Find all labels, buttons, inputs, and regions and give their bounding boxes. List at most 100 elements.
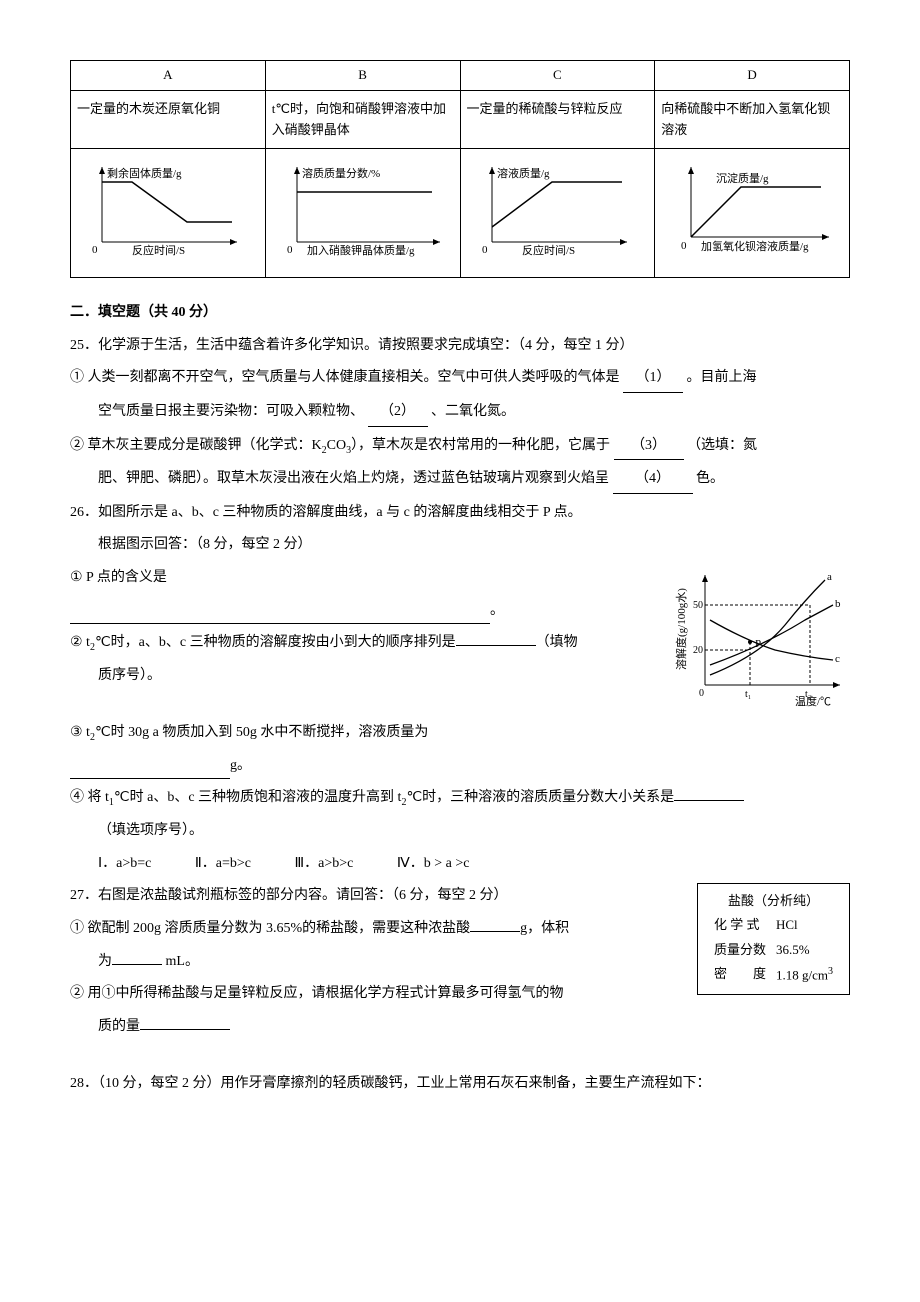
svg-text:温度/℃: 温度/℃ xyxy=(795,694,831,708)
blank-q26-3 xyxy=(70,764,230,779)
chart-a-svg: 剩余固体质量/g 0 反应时间/S xyxy=(77,157,247,262)
q25-1-text-c: 空气质量日报主要污染物：可吸入颗粒物、 xyxy=(98,404,364,419)
svg-text:反应时间/S: 反应时间/S xyxy=(522,243,575,257)
q26-3a: ③ t xyxy=(70,725,90,740)
q25-2: ② 草木灰主要成分是碳酸钾（化学式：K2CO3），草木灰是农村常用的一种化肥，它… xyxy=(70,433,850,461)
desc-d: 向稀硫酸中不断加入氢氧化钡溶液 xyxy=(655,90,850,149)
q26-4b: ℃时 a、b、c 三种物质饱和溶液的温度升高到 t xyxy=(114,790,402,805)
q26-options: Ⅰ．a>b=c Ⅱ．a=b>c Ⅲ．a>b>c Ⅳ．b > a >c xyxy=(70,851,850,878)
svg-text:溶质质量分数/%: 溶质质量分数/% xyxy=(302,166,380,180)
q26-3b: ℃时 30g a 物质加入到 50g 水中不断搅拌，溶液质量为 xyxy=(95,725,428,740)
q26-2a: ② t xyxy=(70,635,90,650)
q25-2-text-a: ② 草木灰主要成分是碳酸钾（化学式：K xyxy=(70,438,322,453)
q25-stem: 25．化学源于生活，生活中蕴含着许多化学知识。请按照要求完成填空：（4 分，每空… xyxy=(70,333,850,360)
blank-2: （2） xyxy=(368,399,428,427)
svg-text:b: b xyxy=(835,598,841,610)
blank-4: （4） xyxy=(613,466,693,494)
q27-1c: 为 xyxy=(98,954,112,969)
desc-b: t℃时，向饱和硝酸钾溶液中加入硝酸钾晶体 xyxy=(265,90,460,149)
col-head-a: A xyxy=(71,61,266,91)
svg-text:反应时间/S: 反应时间/S xyxy=(132,243,185,257)
svg-text:P: P xyxy=(755,638,761,650)
chart-b-svg: 溶质质量分数/% 0 加入硝酸钾晶体质量/g xyxy=(272,157,452,262)
q25-1-text-b: 。目前上海 xyxy=(687,370,757,385)
q26-3-blank: g。 xyxy=(70,753,850,780)
svg-text:c: c xyxy=(835,653,840,665)
q26-4a: ④ 将 t xyxy=(70,790,109,805)
q26-3c: g。 xyxy=(230,758,251,773)
blank-3: （3） xyxy=(614,433,684,461)
blank-q27-2 xyxy=(140,1029,230,1030)
q25-1-line2: 空气质量日报主要污染物：可吸入颗粒物、 （2） 、二氧化氮。 xyxy=(70,399,850,427)
q25-2-text-a2: CO xyxy=(327,438,346,453)
col-head-d: D xyxy=(655,61,850,91)
blank-q27-1a xyxy=(470,931,520,932)
svg-text:0: 0 xyxy=(482,244,488,256)
svg-text:0: 0 xyxy=(92,244,98,256)
q27-1b: g，体积 xyxy=(520,921,569,936)
box-r1k: 化 学 式 xyxy=(710,914,770,936)
q26-2c: （填物 xyxy=(536,635,578,650)
col-head-b: B xyxy=(265,61,460,91)
svg-text:a: a xyxy=(827,571,832,583)
q26-2b: ℃时，a、b、c 三种物质的溶解度按由小到大的顺序排列是 xyxy=(95,635,456,650)
q26-stem2: 根据图示回答：（8 分，每空 2 分） xyxy=(70,532,850,559)
q27-1a: ① 欲配制 200g 溶质质量分数为 3.65%的稀盐酸，需要这种浓盐酸 xyxy=(70,921,470,936)
svg-text:0: 0 xyxy=(681,240,687,252)
svg-text:20: 20 xyxy=(693,645,703,656)
blank-q26-4 xyxy=(674,800,744,801)
chart-a: 剩余固体质量/g 0 反应时间/S xyxy=(71,149,266,278)
box-r1v: HCl xyxy=(772,914,837,936)
opt-2: Ⅱ．a=b>c xyxy=(195,851,251,878)
options-table: A B C D 一定量的木炭还原氧化铜 t℃时，向饱和硝酸钾溶液中加入硝酸钾晶体… xyxy=(70,60,850,278)
chart-b: 溶质质量分数/% 0 加入硝酸钾晶体质量/g xyxy=(265,149,460,278)
blank-line xyxy=(70,609,490,624)
svg-text:沉淀质量/g: 沉淀质量/g xyxy=(716,171,769,185)
svg-text:加入硝酸钾晶体质量/g: 加入硝酸钾晶体质量/g xyxy=(307,243,415,257)
solubility-chart: P 50 20 0 t₁ t₂ 温度/℃ 溶解度(g/100g水) a b c xyxy=(675,565,850,710)
blank-q27-1b xyxy=(112,964,162,965)
box-table: 化 学 式HCl 质量分数36.5% 密 度1.18 g/cm3 xyxy=(708,912,839,988)
chart-d: 沉淀质量/g 0 加氢氧化钡溶液质量/g xyxy=(655,149,850,278)
q25-2-text-a4: （选填：氮 xyxy=(687,438,757,453)
blank-1: （1） xyxy=(623,365,683,393)
box-r2k: 质量分数 xyxy=(710,939,770,961)
q25-1-text-d: 、二氧化氮。 xyxy=(431,404,515,419)
opt-1: Ⅰ．a>b=c xyxy=(98,851,151,878)
q26-4: ④ 将 t1℃时 a、b、c 三种物质饱和溶液的温度升高到 t2℃时，三种溶液的… xyxy=(70,785,850,812)
blank-q26-2 xyxy=(456,645,536,646)
q25-2-text-a3: ），草木灰是农村常用的一种化肥，它属于 xyxy=(351,438,610,453)
q26-3: ③ t2℃时 30g a 物质加入到 50g 水中不断搅拌，溶液质量为 xyxy=(70,720,850,747)
q25-1: ① 人类一刻都离不开空气，空气质量与人体健康直接相关。空气中可供人类呼吸的气体是… xyxy=(70,365,850,393)
desc-c: 一定量的稀硫酸与锌粒反应 xyxy=(460,90,655,149)
svg-text:0: 0 xyxy=(287,244,293,256)
q27-2b: 质的量 xyxy=(98,1019,140,1034)
svg-text:0: 0 xyxy=(699,688,704,699)
svg-text:t₁: t₁ xyxy=(745,689,751,700)
opt-4: Ⅳ．b > a >c xyxy=(397,851,470,878)
opt-3: Ⅲ．a>b>c xyxy=(294,851,353,878)
chart-c: 溶液质量/g 0 反应时间/S xyxy=(460,149,655,278)
q28: 28．（10 分，每空 2 分）用作牙膏摩擦剂的轻质碳酸钙，工业上常用石灰石来制… xyxy=(70,1071,850,1098)
box-r3v: 1.18 g/cm3 xyxy=(772,963,837,986)
chart-c-svg: 溶液质量/g 0 反应时间/S xyxy=(467,157,637,262)
desc-a: 一定量的木炭还原氧化铜 xyxy=(71,90,266,149)
svg-text:加氢氧化钡溶液质量/g: 加氢氧化钡溶液质量/g xyxy=(701,239,809,253)
svg-text:50: 50 xyxy=(693,600,703,611)
svg-text:剩余固体质量/g: 剩余固体质量/g xyxy=(107,166,182,180)
q27-1d: mL。 xyxy=(162,954,199,969)
chart-d-svg: 沉淀质量/g 0 加氢氧化钡溶液质量/g xyxy=(661,157,841,262)
hcl-label-box: 盐酸（分析纯） 化 学 式HCl 质量分数36.5% 密 度1.18 g/cm3 xyxy=(697,883,850,995)
box-r2v: 36.5% xyxy=(772,939,837,961)
svg-text:溶液质量/g: 溶液质量/g xyxy=(497,166,550,180)
q25-2-text-c: 色。 xyxy=(696,471,724,486)
q26-stem: 26．如图所示是 a、b、c 三种物质的溶解度曲线，a 与 c 的溶解度曲线相交… xyxy=(70,500,850,527)
col-head-c: C xyxy=(460,61,655,91)
q25-2-text-b: 肥、钾肥、磷肥）。取草木灰浸出液在火焰上灼烧，透过蓝色钴玻璃片观察到火焰呈 xyxy=(98,471,609,486)
svg-text:溶解度(g/100g水): 溶解度(g/100g水) xyxy=(675,588,688,670)
box-r3k: 密 度 xyxy=(710,963,770,986)
q27-2-line2: 质的量 xyxy=(70,1014,850,1041)
q26-4c: ℃时，三种溶液的溶质质量分数大小关系是 xyxy=(406,790,674,805)
q25-1-text-a: ① 人类一刻都离不开空气，空气质量与人体健康直接相关。空气中可供人类呼吸的气体是 xyxy=(70,370,620,385)
section-2-heading: 二．填空题（共 40 分） xyxy=(70,300,850,327)
